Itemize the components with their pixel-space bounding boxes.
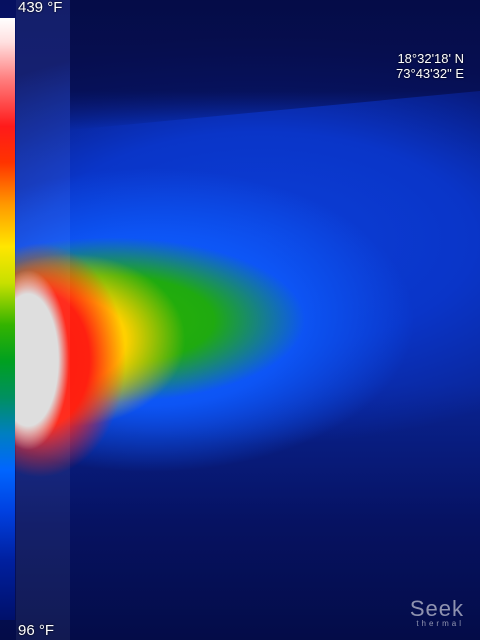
edge-overlay xyxy=(16,0,70,640)
gps-coordinates: 18°32'18' N 73°43'32" E xyxy=(396,51,464,81)
brand-subtitle: thermal xyxy=(416,619,464,628)
min-temperature-label: 96 °F xyxy=(18,622,55,639)
seek-logo: Seek thermal xyxy=(409,596,464,629)
temperature-scale-bar xyxy=(0,18,15,620)
max-temperature-label: 439 °F xyxy=(18,0,63,16)
brand-name: Seek xyxy=(409,596,464,621)
latitude-label: 18°32'18' N xyxy=(397,51,464,66)
longitude-label: 73°43'32" E xyxy=(396,66,464,81)
